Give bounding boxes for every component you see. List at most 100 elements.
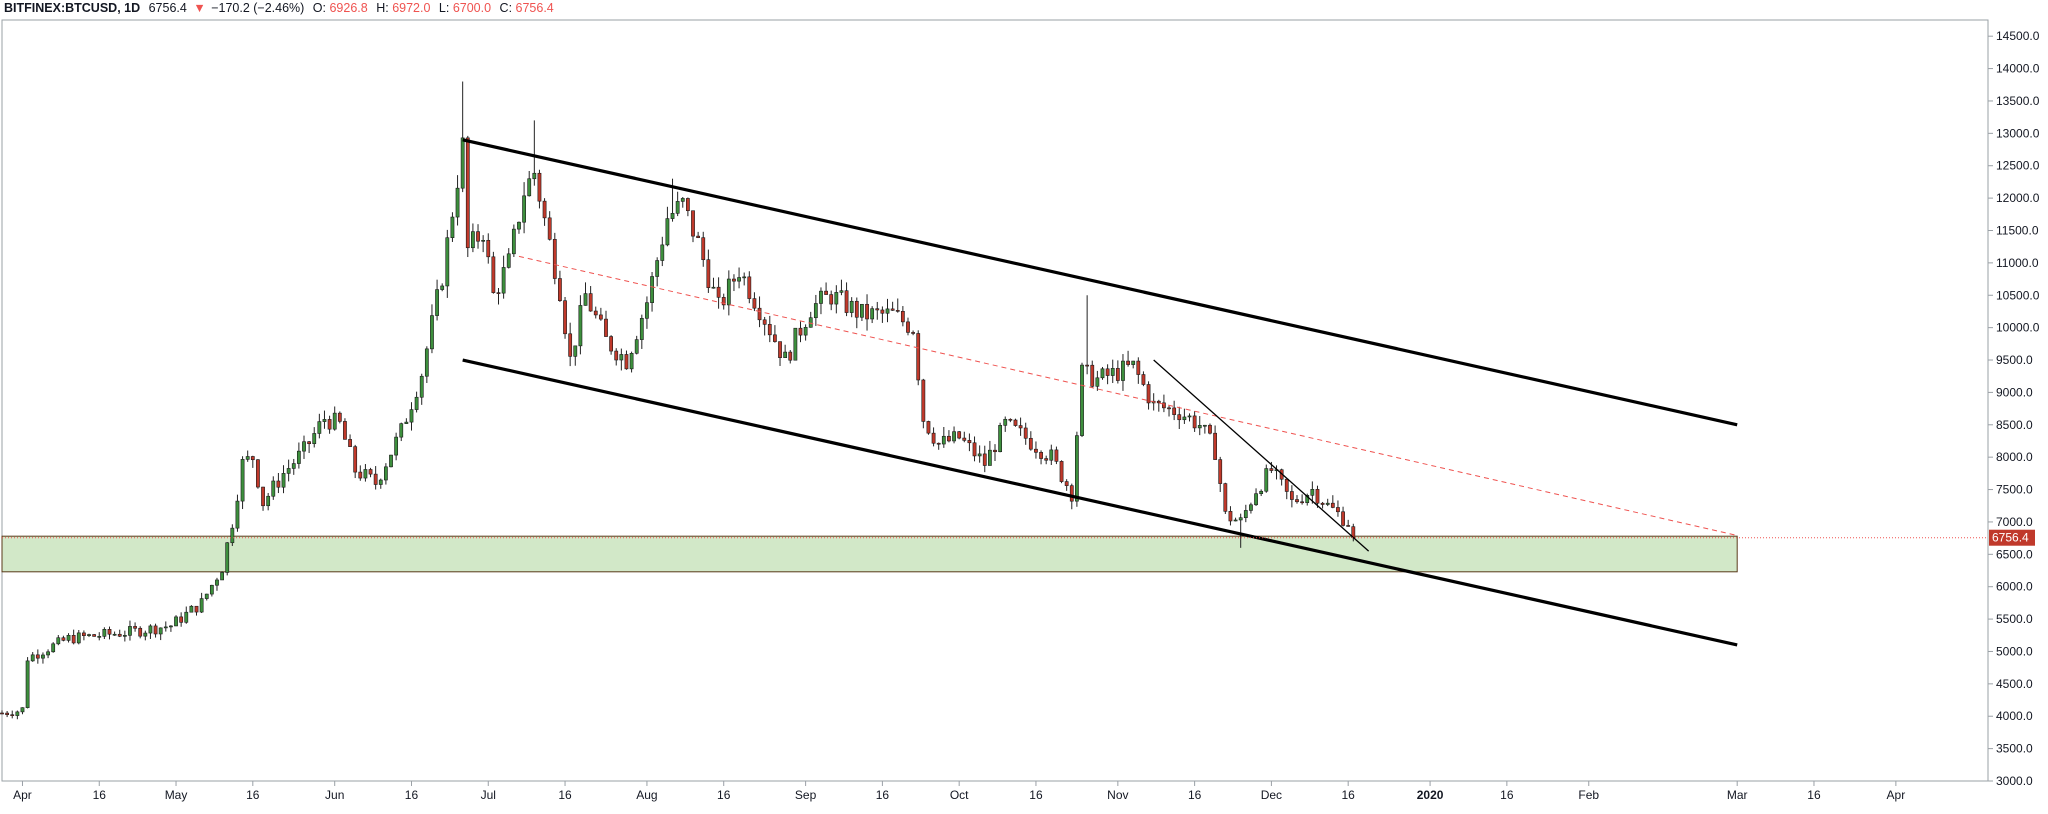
candle-body bbox=[122, 635, 127, 637]
candle-body bbox=[573, 345, 578, 357]
candle-body bbox=[1100, 368, 1105, 379]
price-tick-label: 12500.0 bbox=[1996, 159, 2040, 173]
candle-body bbox=[225, 542, 230, 573]
candle-body bbox=[204, 593, 209, 599]
candle-body bbox=[870, 308, 875, 320]
candle-body bbox=[936, 442, 941, 445]
candle-body bbox=[1341, 511, 1345, 526]
down-arrow-icon: ▼ bbox=[193, 1, 206, 15]
candle-body bbox=[916, 333, 921, 381]
candle-body bbox=[778, 341, 782, 358]
candle-body bbox=[276, 480, 281, 488]
high-label: H: bbox=[376, 1, 389, 15]
candle-body bbox=[813, 303, 818, 319]
candle-body bbox=[522, 195, 526, 223]
candle-body bbox=[665, 218, 670, 246]
candle-body bbox=[542, 200, 547, 219]
candle-body bbox=[767, 324, 772, 336]
candle-body bbox=[885, 308, 890, 314]
candle-body bbox=[716, 286, 721, 298]
candle-body bbox=[773, 334, 777, 342]
candle-body bbox=[1346, 525, 1351, 527]
candle-body bbox=[1305, 495, 1310, 504]
time-tick-label: Aug bbox=[636, 788, 657, 802]
channel-midline[interactable] bbox=[518, 255, 1738, 537]
trendlines-layer[interactable] bbox=[462, 138, 1738, 647]
candle-body bbox=[1008, 418, 1013, 421]
candle-body bbox=[1289, 491, 1294, 500]
candle-body bbox=[414, 396, 419, 410]
candle-body bbox=[865, 303, 869, 320]
candle-body bbox=[1059, 461, 1064, 482]
last-price-label: 6756.4 bbox=[1992, 531, 2029, 545]
candle-body bbox=[486, 239, 491, 258]
candle-body bbox=[1064, 481, 1069, 486]
candle-body bbox=[604, 318, 608, 337]
candle-body bbox=[900, 311, 905, 323]
candle-body bbox=[706, 259, 711, 288]
price-axis[interactable]: 3000.0 3500.0 4000.0 4500.0 5000.0 5500.0 6000… bbox=[1988, 29, 2040, 788]
candle-body bbox=[614, 350, 619, 361]
candle-body bbox=[1162, 402, 1166, 409]
upper-channel-line[interactable] bbox=[462, 138, 1738, 427]
candle-body bbox=[163, 626, 168, 629]
candle-body bbox=[20, 707, 25, 713]
lower-channel-line[interactable] bbox=[462, 358, 1738, 647]
candle-body bbox=[1264, 468, 1269, 492]
price-tick-label: 3000.0 bbox=[1996, 774, 2033, 788]
candle-body bbox=[977, 453, 982, 457]
candle-body bbox=[1069, 485, 1074, 502]
time-tick-label: 16 bbox=[1807, 788, 1821, 802]
price-tick-label: 6500.0 bbox=[1996, 547, 2033, 561]
candle-body bbox=[61, 637, 66, 641]
candle-body bbox=[76, 632, 81, 644]
candle-body bbox=[1228, 511, 1233, 522]
price-tick-label: 14500.0 bbox=[1996, 29, 2040, 43]
candle-body bbox=[670, 213, 675, 219]
candle-body bbox=[952, 431, 956, 442]
candle-body bbox=[476, 231, 480, 242]
candle-body bbox=[819, 290, 823, 304]
price-tick-label: 9500.0 bbox=[1996, 353, 2033, 367]
candle-body bbox=[51, 643, 56, 653]
time-tick-label: Oct bbox=[950, 788, 969, 802]
candle-body bbox=[982, 453, 987, 466]
time-axis[interactable]: Apr 16 May 16 Jun 16 Jul 16 Aug 16 Sep 16 Oct 16 Nov 16… bbox=[13, 781, 1905, 802]
candle-body bbox=[675, 201, 680, 214]
candle-body bbox=[931, 432, 936, 444]
candle-body bbox=[1131, 360, 1136, 365]
symbol-label: BITFINEX:BTCUSD, 1D bbox=[4, 1, 141, 15]
time-tick-label: Nov bbox=[1107, 788, 1128, 802]
time-tick-label: 16 bbox=[1500, 788, 1514, 802]
candle-body bbox=[353, 446, 358, 473]
candle-body bbox=[639, 318, 644, 340]
candle-body bbox=[399, 423, 404, 438]
candle-body bbox=[169, 625, 173, 628]
candle-body bbox=[1003, 418, 1008, 426]
time-tick-label: Mar bbox=[1727, 788, 1748, 802]
candle-body bbox=[726, 278, 731, 306]
candle-body bbox=[685, 198, 690, 212]
candle-body bbox=[1284, 478, 1289, 492]
candle-body bbox=[1028, 437, 1033, 450]
candle-body bbox=[209, 584, 214, 595]
price-tick-label: 5500.0 bbox=[1996, 612, 2033, 626]
price-tick-label: 14000.0 bbox=[1996, 62, 2040, 76]
time-tick-label: 16 bbox=[1188, 788, 1202, 802]
candle-body bbox=[97, 636, 102, 638]
candle-body bbox=[189, 605, 194, 613]
candle-body bbox=[957, 431, 962, 439]
price-tick-label: 11000.0 bbox=[1996, 256, 2039, 270]
price-tick-label: 5000.0 bbox=[1996, 644, 2033, 658]
candle-body bbox=[455, 187, 460, 218]
time-tick-label: 16 bbox=[246, 788, 260, 802]
short-trendline[interactable] bbox=[1153, 359, 1370, 552]
candle-body bbox=[1095, 377, 1100, 387]
candle-body bbox=[322, 419, 327, 422]
candle-body bbox=[660, 244, 665, 261]
candle-body bbox=[972, 442, 977, 457]
support-zone[interactable] bbox=[1, 535, 1738, 573]
candle-body bbox=[1269, 468, 1274, 471]
candle-body bbox=[849, 300, 854, 313]
